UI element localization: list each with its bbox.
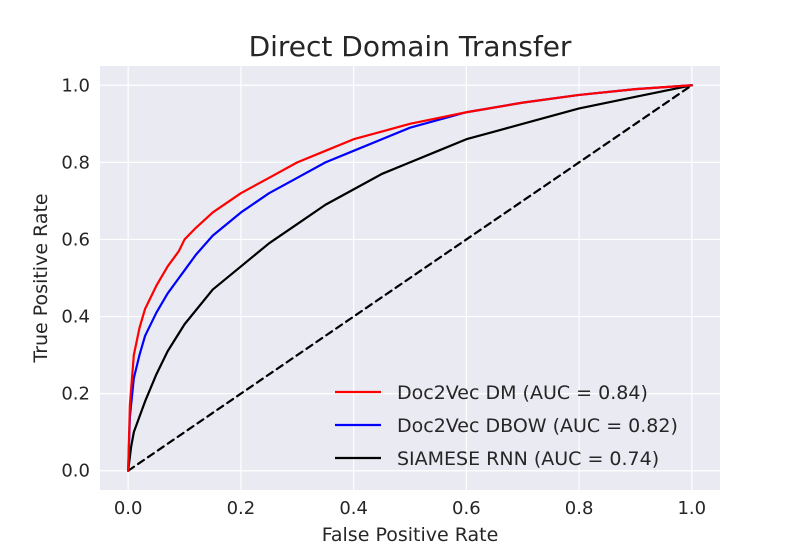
y-axis-label: True Positive Rate	[30, 193, 52, 363]
x-tick-label: 0.2	[227, 498, 256, 519]
y-tick-label: 0.8	[61, 152, 90, 173]
x-tick-label: 0.6	[452, 498, 481, 519]
roc-curve-2	[127, 84, 693, 472]
x-tick-label: 0.8	[565, 498, 594, 519]
y-tick-label: 0.0	[61, 461, 90, 482]
series-layer	[127, 84, 693, 472]
legend-label: Doc2Vec DM (AUC = 0.84)	[397, 382, 648, 404]
legend: Doc2Vec DM (AUC = 0.84) Doc2Vec DBOW (AUC…	[335, 382, 678, 470]
x-tick-label: 0.4	[339, 498, 368, 519]
y-tick-label: 0.6	[61, 229, 90, 250]
tick-layer: 0.0 0.2 0.4 0.6 0.8 1.0 0.0 0.2 0.4 0.6 0.8 1.0	[61, 75, 706, 519]
x-tick-label: 0.0	[114, 498, 143, 519]
x-tick-label: 1.0	[677, 498, 706, 519]
roc-curve-0	[127, 84, 693, 472]
y-tick-label: 0.2	[61, 384, 90, 405]
chart-title: Direct Domain Transfer	[249, 30, 572, 63]
legend-label: Doc2Vec DBOW (AUC = 0.82)	[397, 415, 678, 437]
x-axis-label: False Positive Rate	[322, 524, 499, 546]
legend-label: SIAMESE RNN (AUC = 0.74)	[397, 448, 659, 470]
y-tick-label: 1.0	[61, 75, 90, 96]
y-tick-label: 0.4	[61, 307, 90, 328]
chance-diagonal-line	[127, 84, 693, 472]
